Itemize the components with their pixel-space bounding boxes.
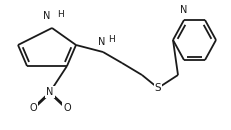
Text: S: S [154, 83, 161, 93]
Text: O: O [29, 103, 37, 113]
Text: N: N [43, 11, 50, 21]
Text: H: H [108, 35, 114, 44]
Text: N: N [46, 87, 53, 97]
Text: O: O [63, 103, 70, 113]
Text: H: H [57, 10, 64, 19]
Text: N: N [98, 37, 105, 47]
Text: N: N [179, 5, 187, 15]
